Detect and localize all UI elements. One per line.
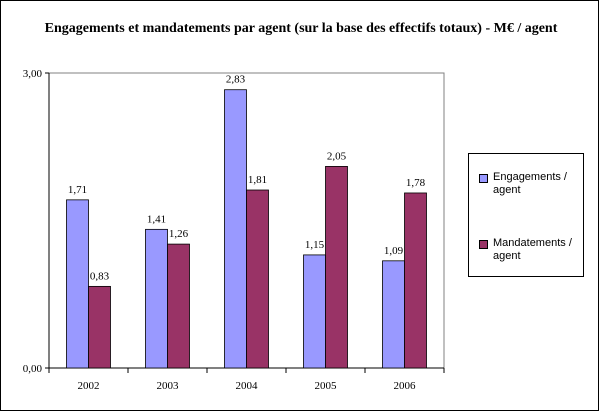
legend-item-engagements: Engagements / agent — [479, 171, 579, 197]
bar-mandatements — [167, 243, 190, 369]
chart-title: Engagements et mandatements par agent (s… — [44, 21, 558, 36]
data-label: 1,15 — [305, 239, 325, 251]
x-tick-label: 2003 — [157, 380, 180, 392]
legend: Engagements / agent Mandatements / agent — [468, 153, 584, 277]
bar-mandatements — [246, 189, 269, 369]
bar-engagements — [145, 228, 168, 369]
data-label: 1,71 — [68, 184, 87, 196]
x-tick-label: 2005 — [315, 380, 338, 392]
x-tick-label: 2006 — [394, 380, 417, 392]
bar-engagements — [303, 254, 326, 369]
data-label: 2,83 — [226, 74, 246, 86]
data-label: 2,05 — [327, 150, 347, 162]
data-label: 0,83 — [90, 270, 110, 282]
legend-swatch-mandatements — [479, 240, 488, 249]
bar-mandatements — [88, 285, 111, 369]
data-label: 1,09 — [384, 245, 404, 257]
y-tick-label: 0,00 — [23, 363, 43, 375]
legend-swatch-engagements — [479, 174, 488, 183]
legend-label-engagements: Engagements / agent — [493, 171, 567, 196]
bar-mandatements — [404, 192, 427, 369]
data-label: 1,78 — [406, 177, 426, 189]
data-label: 1,26 — [169, 228, 189, 240]
bar-engagements — [66, 199, 89, 369]
bar-engagements — [224, 89, 247, 369]
legend-item-mandatements: Mandatements / agent — [479, 237, 579, 263]
data-label: 1,81 — [248, 174, 267, 186]
x-tick-label: 2004 — [236, 380, 259, 392]
bar-mandatements — [325, 166, 348, 369]
data-label: 1,41 — [147, 213, 166, 225]
bar-engagements — [382, 260, 405, 369]
x-tick-label: 2002 — [78, 380, 100, 392]
legend-label-mandatements: Mandatements / agent — [493, 237, 572, 262]
y-tick-label: 3,00 — [23, 68, 43, 80]
